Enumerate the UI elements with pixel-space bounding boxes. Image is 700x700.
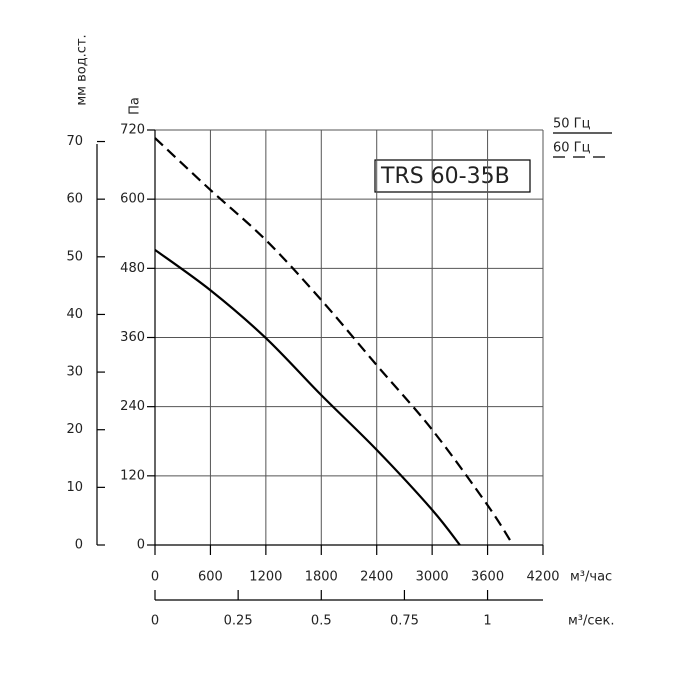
- y2-tick-label: 40: [66, 307, 83, 322]
- y-tick-label: 240: [120, 399, 145, 414]
- y2-tick-label: 10: [66, 480, 83, 495]
- x-tick-label: 1800: [305, 570, 338, 585]
- x2-tick-label: 0.5: [311, 614, 332, 629]
- x2-tick-label: 0.25: [224, 614, 253, 629]
- y-tick-label: 600: [120, 192, 145, 207]
- y2-tick-label: 0: [75, 538, 83, 553]
- x2-tick-label: 1: [483, 614, 491, 629]
- y-axis-label: Па: [128, 97, 143, 115]
- x-tick-label: 600: [198, 570, 223, 585]
- y-tick-label: 720: [120, 123, 145, 138]
- y2-tick-label: 20: [66, 422, 83, 437]
- x-tick-label: 4200: [526, 570, 559, 585]
- x-tick-label: 3000: [416, 570, 449, 585]
- y-tick-label: 480: [120, 261, 145, 276]
- y-tick-label: 120: [120, 468, 145, 483]
- y2-tick-label: 50: [66, 249, 83, 264]
- y2-tick-label: 60: [66, 192, 83, 207]
- x2-axis-label: м³/сек.: [568, 614, 615, 629]
- legend-label: 50 Гц: [553, 117, 591, 132]
- x2-tick-label: 0.75: [390, 614, 419, 629]
- y2-tick-label: 70: [66, 134, 83, 149]
- model-box: [374, 159, 531, 193]
- x-axis-label: м³/час: [570, 570, 612, 585]
- model-label: TRS 60-35B: [380, 164, 510, 189]
- y2-tick-label: 30: [66, 365, 83, 380]
- curve: [154, 137, 514, 546]
- curve: [154, 248, 461, 546]
- x-tick-label: 2400: [360, 570, 393, 585]
- x-tick-label: 0: [151, 570, 159, 585]
- x-tick-label: 3600: [471, 570, 504, 585]
- legend-label: 60 Гц: [553, 141, 591, 156]
- y2-axis-label: мм вод.ст.: [75, 34, 90, 105]
- x-tick-label: 1200: [249, 570, 282, 585]
- y-tick-label: 360: [120, 330, 145, 345]
- x2-tick-label: 0: [151, 614, 159, 629]
- y-tick-label: 0: [137, 538, 145, 553]
